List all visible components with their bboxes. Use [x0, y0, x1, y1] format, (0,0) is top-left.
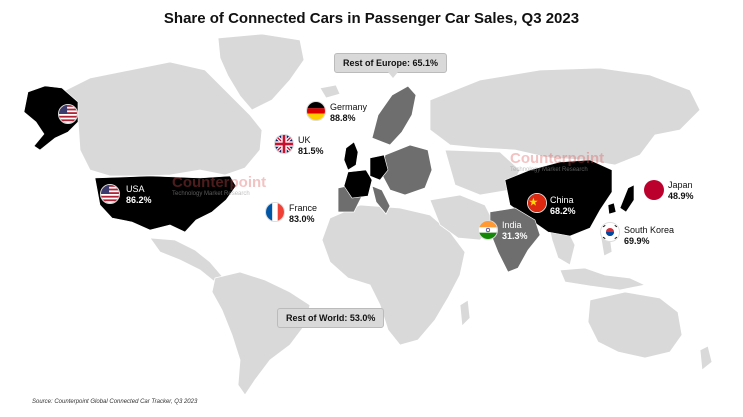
japan-name: Japan: [668, 180, 693, 190]
source-note: Source: Counterpoint Global Connected Ca…: [32, 399, 198, 405]
south-korea-flag-icon: [600, 222, 620, 242]
rest-of-world-box: Rest of World: 53.0%: [277, 308, 385, 328]
indonesia: [559, 267, 647, 291]
russia: [429, 67, 701, 166]
india-label: India 31.3%: [502, 220, 528, 242]
india-value: 31.3%: [502, 231, 528, 241]
france-name: France: [289, 203, 318, 213]
france-value: 83.0%: [289, 214, 315, 224]
iceland: [319, 84, 341, 99]
usa-value: 86.2%: [126, 195, 152, 205]
japan-shape: [619, 184, 635, 213]
china-value: 68.2%: [550, 206, 576, 216]
africa: [321, 204, 466, 346]
alaska-shape: [23, 85, 79, 151]
south-korea-label: South Korea 69.9%: [624, 225, 674, 247]
rest-of-europe-box: Rest of Europe: 65.1%: [334, 53, 448, 73]
uk-shape: [343, 141, 359, 171]
usa-name: USA: [126, 184, 145, 194]
scandinavia: [371, 85, 417, 146]
usa-label: USA 86.2%: [126, 184, 152, 206]
map-title: Share of Connected Cars in Passenger Car…: [163, 10, 580, 27]
greenland: [217, 33, 305, 111]
india-flag-icon: [478, 220, 498, 240]
us-flag-icon: [58, 104, 78, 124]
france-label: France 83.0%: [289, 203, 317, 225]
south-korea-shape: [607, 202, 617, 215]
japan-flag-icon: [644, 180, 664, 200]
japan-value: 48.9%: [668, 191, 694, 201]
rest-of-europe-pointer: [388, 72, 398, 78]
india-name: India: [502, 220, 522, 230]
france-shape: [343, 169, 373, 199]
watermark: Counterpoint Technology Market Research: [172, 174, 266, 197]
south-america: [211, 271, 311, 396]
watermark-tagline-2: Technology Market Research: [510, 167, 588, 173]
watermark-brand-2: Counterpoint: [510, 150, 605, 167]
madagascar: [459, 299, 471, 327]
italy: [371, 185, 391, 215]
china-label: China 68.2%: [550, 195, 576, 217]
germany-value: 88.8%: [330, 113, 356, 123]
new-zealand: [699, 345, 713, 371]
germany-shape: [369, 154, 389, 181]
south-korea-name: South Korea: [624, 225, 675, 235]
germany-flag-icon: [306, 101, 326, 121]
central-america: [149, 237, 223, 283]
france-flag-icon: [265, 202, 285, 222]
watermark-tagline: Technology Market Research: [172, 191, 250, 197]
germany-name: Germany: [330, 102, 368, 112]
china-flag-icon: [527, 193, 547, 213]
us-flag-icon-2: [100, 184, 120, 204]
watermark-brand: Counterpoint: [172, 174, 267, 191]
germany-label: Germany 88.8%: [330, 102, 367, 124]
uk-flag-icon: [274, 134, 294, 154]
uk-name: UK: [298, 135, 311, 145]
watermark-2: Counterpoint Technology Market Research: [510, 150, 604, 173]
uk-value: 81.5%: [298, 146, 324, 156]
japan-label: Japan 48.9%: [668, 180, 694, 202]
uk-label: UK 81.5%: [298, 135, 324, 157]
china-name: China: [550, 195, 574, 205]
south-korea-value: 69.9%: [624, 236, 650, 246]
canada: [61, 61, 263, 177]
australia: [587, 291, 683, 359]
india-shape: [489, 207, 541, 273]
eastern-europe: [381, 144, 433, 196]
usa-shape: [94, 175, 237, 233]
